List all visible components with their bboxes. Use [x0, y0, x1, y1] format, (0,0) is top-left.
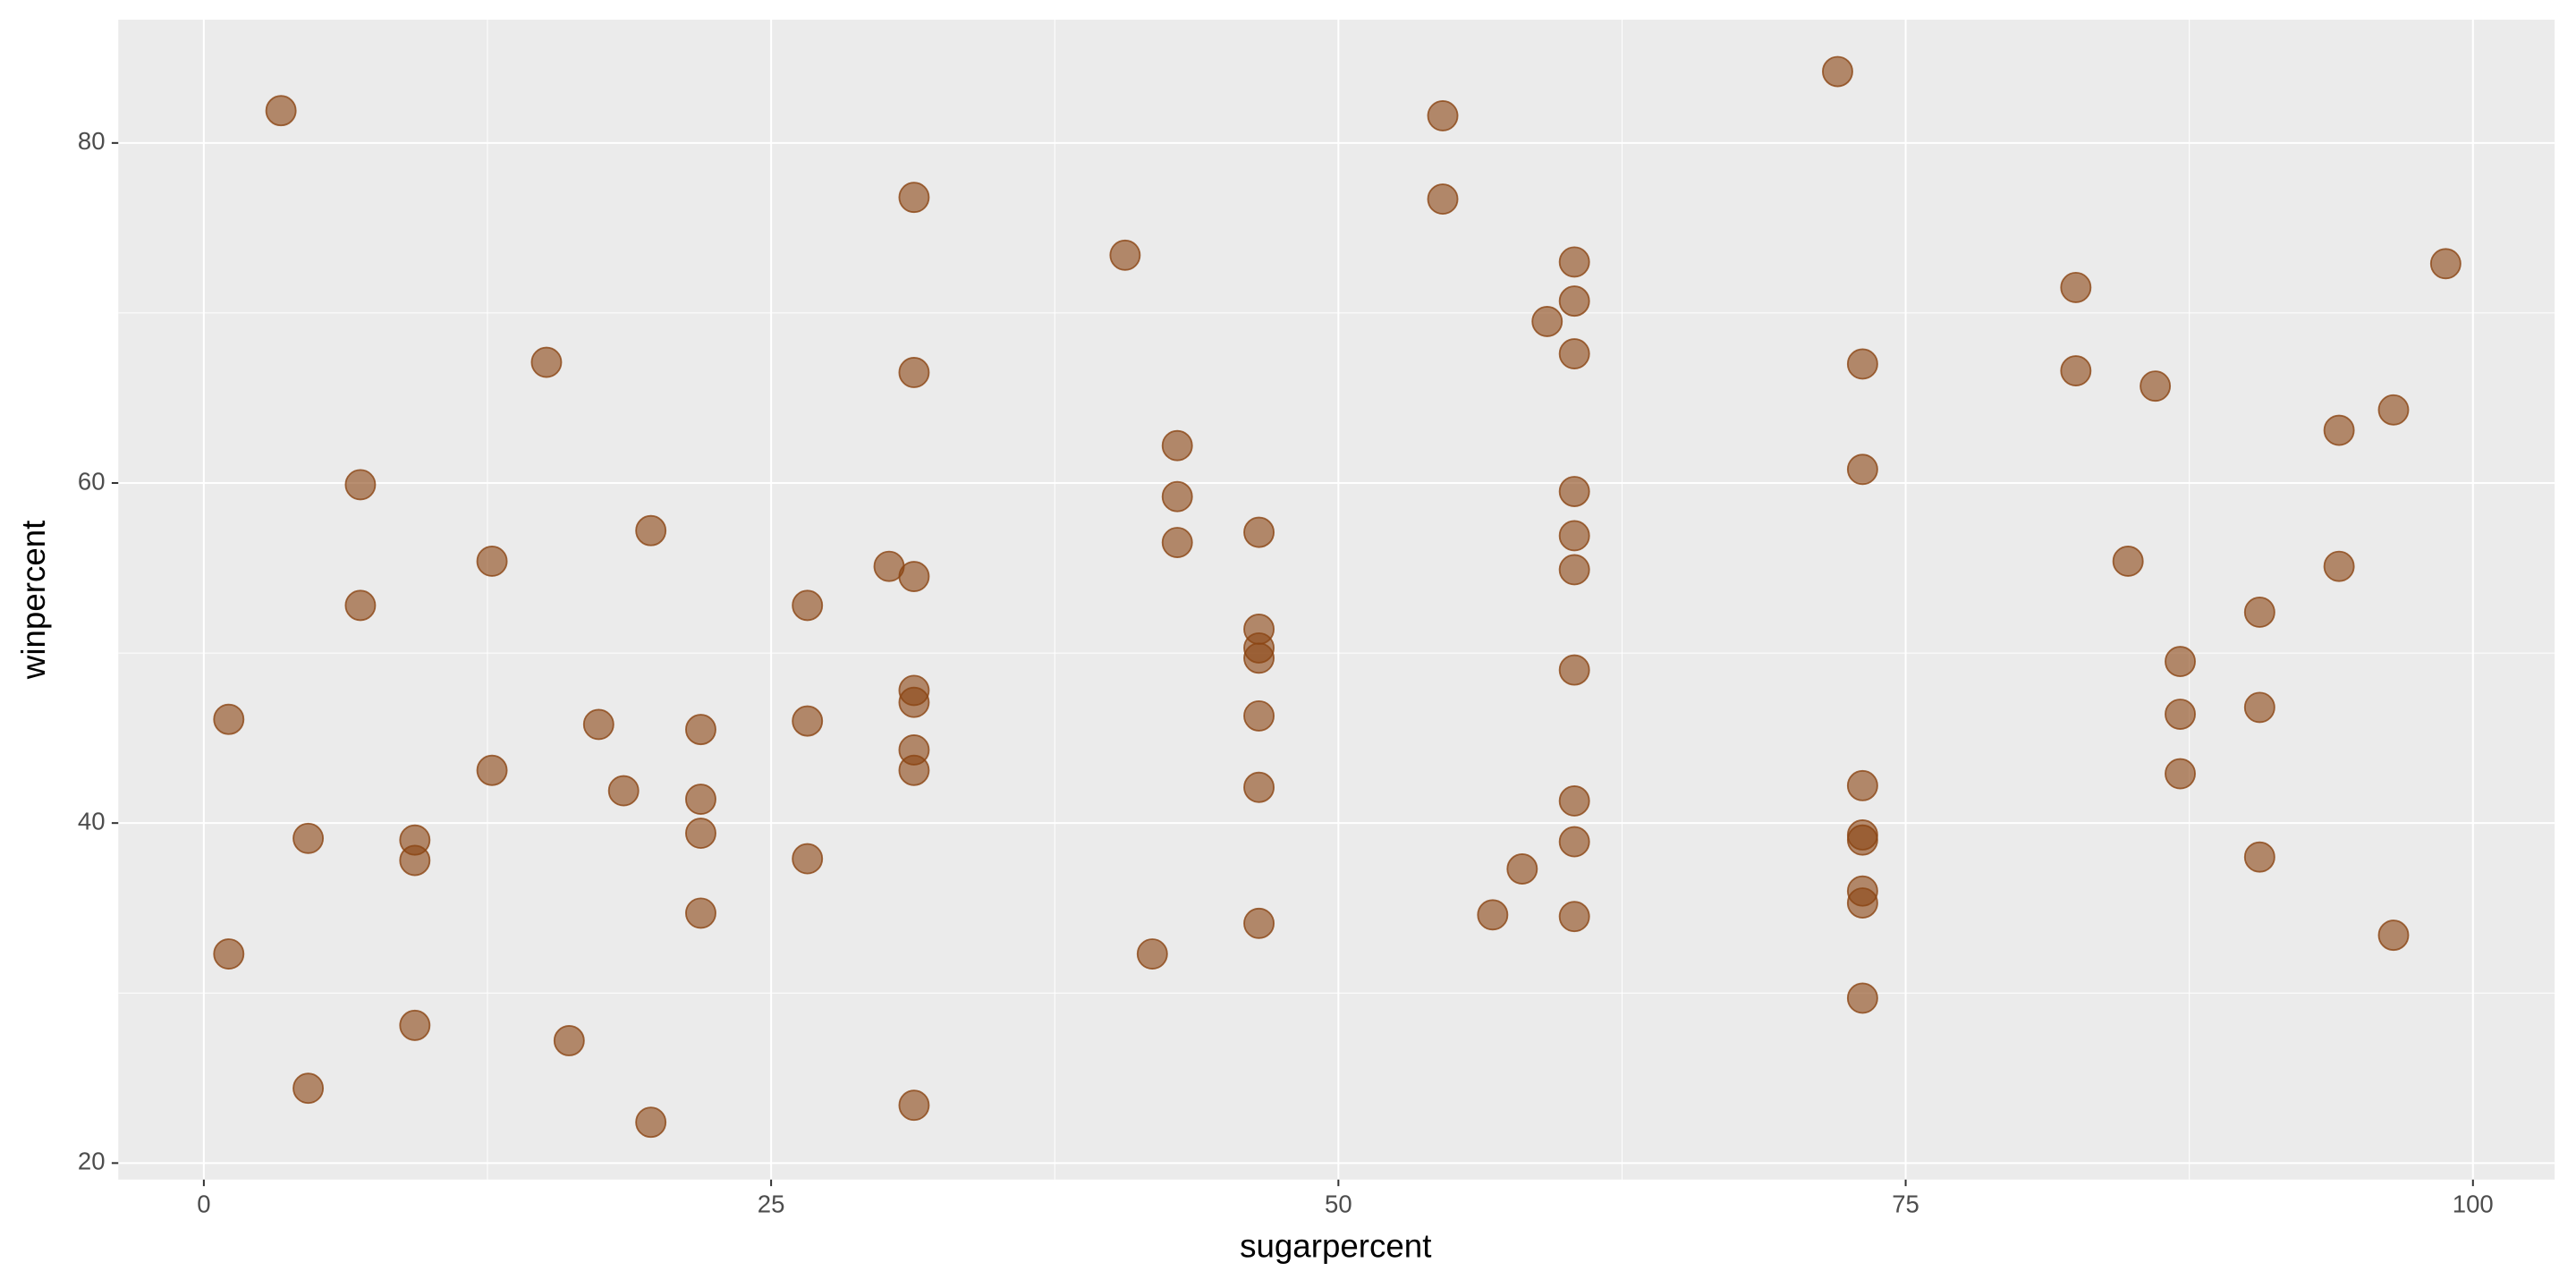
point	[635, 514, 667, 547]
point	[476, 546, 508, 577]
y-tick-label: 40	[78, 807, 106, 835]
points	[213, 55, 2462, 1139]
point	[1822, 55, 1853, 88]
point	[1427, 183, 1459, 216]
point	[530, 346, 563, 378]
point	[1558, 826, 1590, 858]
point	[399, 1009, 431, 1041]
point	[344, 469, 377, 501]
point	[1136, 938, 1168, 970]
point	[1243, 771, 1275, 803]
point	[1506, 853, 1538, 885]
point	[898, 561, 930, 593]
point	[1846, 887, 1878, 919]
point	[2165, 758, 2196, 790]
point	[344, 589, 377, 622]
point	[2243, 597, 2275, 628]
point	[2243, 841, 2275, 873]
point	[1558, 520, 1590, 552]
point	[792, 843, 824, 875]
point	[685, 784, 716, 816]
point	[792, 705, 824, 737]
point	[553, 1025, 585, 1056]
point	[265, 95, 297, 127]
point	[582, 708, 614, 741]
point	[898, 182, 930, 214]
point	[2323, 550, 2355, 582]
point	[476, 754, 508, 786]
point	[1427, 99, 1459, 131]
x-axis-title: sugarpercent	[1240, 1228, 1431, 1265]
point	[1243, 516, 1275, 548]
point	[1161, 480, 1193, 513]
point	[2112, 546, 2144, 577]
panel	[118, 20, 2555, 1180]
point	[1558, 285, 1590, 318]
point	[292, 1072, 325, 1105]
point	[1846, 982, 1878, 1014]
point	[898, 754, 930, 786]
point	[1846, 824, 1878, 856]
point	[1243, 642, 1275, 674]
x-tick-label: 25	[758, 1190, 785, 1217]
point	[1558, 554, 1590, 586]
point	[2377, 394, 2410, 426]
point	[1477, 899, 1509, 931]
point	[2243, 691, 2275, 724]
point	[213, 938, 245, 970]
y-tick-label: 80	[78, 127, 106, 155]
point	[2140, 370, 2172, 402]
point	[2060, 271, 2092, 303]
point	[213, 703, 245, 735]
point	[898, 357, 930, 388]
point	[1243, 907, 1275, 939]
point	[1109, 239, 1141, 271]
point	[2323, 414, 2355, 446]
point	[1558, 654, 1590, 686]
point	[1558, 338, 1590, 369]
point	[635, 1106, 667, 1139]
point	[898, 686, 930, 718]
axes: 0 25 50 75 100 20 40 60 80	[78, 127, 2494, 1217]
x-tick-label: 50	[1325, 1190, 1352, 1217]
point	[1558, 476, 1590, 507]
x-tick-label: 0	[197, 1190, 210, 1217]
point	[898, 1089, 930, 1122]
grid	[118, 20, 2555, 1180]
point	[1846, 769, 1878, 801]
y-axis-title: winpercent	[15, 521, 52, 681]
point	[1161, 429, 1193, 462]
point	[1558, 785, 1590, 817]
point	[685, 714, 716, 746]
point	[1161, 527, 1193, 558]
y-tick-label: 20	[78, 1148, 106, 1175]
point	[2060, 355, 2092, 387]
y-tick-label: 60	[78, 467, 106, 495]
point	[1558, 901, 1590, 933]
point	[292, 822, 325, 854]
x-tick-label: 75	[1892, 1190, 1919, 1217]
point	[1846, 453, 1878, 486]
point	[792, 589, 824, 622]
point	[399, 844, 431, 877]
point	[1531, 305, 1563, 337]
x-tick-label: 100	[2453, 1190, 2494, 1217]
point	[2377, 919, 2410, 952]
point	[2165, 646, 2196, 678]
point	[685, 897, 716, 929]
point	[1243, 699, 1275, 732]
point	[2429, 248, 2462, 280]
point	[685, 818, 716, 850]
point	[2165, 699, 2196, 730]
point	[1846, 348, 1878, 380]
point	[1558, 246, 1590, 278]
point	[607, 775, 640, 807]
